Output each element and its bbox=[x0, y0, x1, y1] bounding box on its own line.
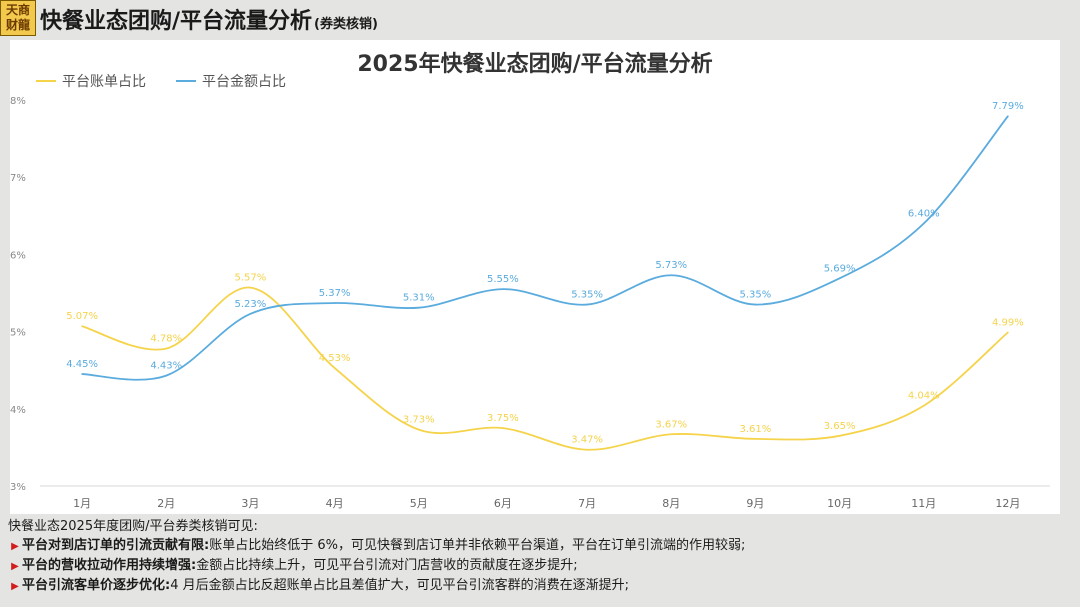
note-item-1: ▶ 平台对到店订单的引流贡献有限:账单占比始终低于 6%，可见快餐到店订单并非依赖… bbox=[8, 536, 1068, 556]
y-tick-label: 4% bbox=[10, 405, 26, 416]
series-1-point bbox=[249, 286, 252, 289]
series-1-point bbox=[670, 433, 673, 436]
series-2-data-label: 7.79% bbox=[992, 101, 1024, 112]
logo-line-2: 财龍 bbox=[5, 18, 30, 32]
series-1-point bbox=[838, 435, 841, 437]
x-tick-label: 8月 bbox=[662, 497, 680, 510]
y-tick-label: 5% bbox=[10, 328, 26, 339]
series-1-data-label: 5.07% bbox=[66, 311, 98, 322]
series-1-point bbox=[333, 367, 336, 369]
x-tick-label: 11月 bbox=[911, 497, 936, 510]
series-1-data-label: 4.78% bbox=[150, 334, 182, 345]
note-item-3: ▶ 平台引流客单价逐步优化:4 月后金额占比反超账单占比且差值扩大，可见平台引流客… bbox=[8, 576, 1068, 596]
series-1-data-label: 3.73% bbox=[403, 415, 435, 426]
x-tick-label: 5月 bbox=[410, 497, 428, 510]
series-2-data-label: 4.45% bbox=[66, 359, 98, 370]
x-tick-label: 4月 bbox=[326, 497, 344, 510]
x-tick-label: 10月 bbox=[827, 497, 852, 510]
series-1-data-label: 3.75% bbox=[487, 413, 519, 424]
series-line-2 bbox=[82, 115, 1009, 381]
series-2-data-label: 5.23% bbox=[235, 299, 267, 310]
series-2-point bbox=[417, 306, 420, 309]
series-2-data-label: 6.40% bbox=[908, 209, 940, 220]
series-1-data-label: 4.99% bbox=[992, 317, 1024, 328]
series-2-data-label: 5.35% bbox=[740, 290, 772, 301]
series-2-point bbox=[333, 302, 336, 304]
series-2-point bbox=[922, 222, 925, 225]
series-2-point bbox=[838, 277, 841, 280]
brand-logo: 天商 财龍 bbox=[0, 0, 36, 36]
note-item-3-text: 4 月后金额占比反超账单占比且差值扩大，可见平台引流客群的消费在逐渐提升; bbox=[170, 578, 629, 593]
bullet-icon: ▶ bbox=[11, 581, 19, 592]
series-1-data-label: 4.53% bbox=[319, 353, 351, 364]
bullet-icon: ▶ bbox=[11, 561, 19, 572]
series-2-point bbox=[249, 313, 252, 315]
series-2-data-label: 5.69% bbox=[824, 263, 856, 274]
series-1-point bbox=[81, 325, 83, 327]
series-2-data-label: 5.73% bbox=[655, 260, 687, 271]
series-2-point bbox=[165, 374, 168, 377]
note-item-1-bold: 平台对到店订单的引流贡献有限: bbox=[22, 538, 210, 553]
series-line-1 bbox=[81, 286, 1009, 451]
series-1-data-label: 3.61% bbox=[740, 424, 772, 435]
series-1-point bbox=[502, 427, 504, 429]
series-1-point bbox=[165, 347, 168, 350]
series-1-point bbox=[586, 448, 588, 451]
series-1-point bbox=[922, 404, 925, 407]
note-item-2: ▶ 平台的营收拉动作用持续增强:金额占比持续上升，可见平台引流对门店营收的贡献度在… bbox=[8, 556, 1068, 576]
series-2-point bbox=[754, 303, 757, 306]
page-subtitle: (券类核销) bbox=[314, 17, 378, 32]
series-1-data-label: 4.04% bbox=[908, 391, 940, 402]
notes-section: 快餐业态2025年度团购/平台券类核销可见: ▶ 平台对到店订单的引流贡献有限:账… bbox=[8, 517, 1068, 596]
series-1-data-label: 3.67% bbox=[655, 419, 687, 430]
chart-panel: 2025年快餐业态团购/平台流量分析平台账单占比 平台金额占比 3% 4% 5% 6% 7%… bbox=[10, 40, 1060, 514]
note-item-3-bold: 平台引流客单价逐步优化: bbox=[22, 578, 171, 593]
y-tick-label: 6% bbox=[10, 250, 26, 261]
series-2-point bbox=[586, 303, 588, 306]
series-2-data-label: 5.37% bbox=[319, 288, 351, 299]
series-1-point bbox=[417, 428, 420, 431]
legend-label-1: 平台账单占比 bbox=[62, 74, 146, 90]
x-tick-label: 3月 bbox=[241, 497, 259, 510]
series-2-point bbox=[670, 274, 673, 277]
series-1-data-label: 3.65% bbox=[824, 421, 856, 432]
note-item-2-bold: 平台的营收拉动作用持续增强: bbox=[22, 558, 197, 573]
series-2-data-label: 5.35% bbox=[571, 290, 603, 301]
x-tick-label: 7月 bbox=[578, 497, 596, 510]
y-tick-label: 7% bbox=[10, 173, 26, 184]
y-tick-label: 3% bbox=[10, 482, 26, 493]
bullet-icon: ▶ bbox=[11, 541, 19, 552]
x-tick-label: 2月 bbox=[157, 497, 175, 510]
y-tick-label: 8% bbox=[10, 96, 26, 107]
series-2-point bbox=[81, 373, 83, 375]
x-tick-label: 9月 bbox=[746, 497, 764, 510]
chart-title: 2025年快餐业态团购/平台流量分析 bbox=[357, 51, 712, 77]
x-tick-label: 1月 bbox=[73, 497, 91, 510]
series-1-point bbox=[1007, 331, 1009, 334]
logo-line-1: 天商 bbox=[5, 3, 30, 17]
series-1-point bbox=[754, 438, 757, 440]
page-title-text: 快餐业态团购/平台流量分析 bbox=[40, 9, 313, 34]
series-2-data-label: 4.43% bbox=[150, 361, 182, 372]
series-1-data-label: 5.57% bbox=[235, 273, 267, 284]
series-2-point bbox=[502, 288, 504, 290]
x-tick-label: 12月 bbox=[995, 497, 1020, 510]
note-item-2-text: 金额占比持续上升，可见平台引流对门店营收的贡献度在逐步提升; bbox=[196, 558, 578, 573]
legend-label-2: 平台金额占比 bbox=[202, 74, 286, 90]
page-title: 快餐业态团购/平台流量分析 (券类核销) bbox=[40, 3, 378, 35]
series-2-data-label: 5.31% bbox=[403, 293, 435, 304]
series-2-data-label: 5.55% bbox=[487, 274, 519, 285]
x-tick-label: 6月 bbox=[494, 497, 512, 510]
notes-intro: 快餐业态2025年度团购/平台券类核销可见: bbox=[8, 519, 258, 534]
series-1-data-label: 3.47% bbox=[571, 435, 603, 446]
series-2-point bbox=[1007, 115, 1009, 118]
note-item-1-text: 账单占比始终低于 6%，可见快餐到店订单并非依赖平台渠道，平台在订单引流端的作用… bbox=[209, 538, 746, 553]
